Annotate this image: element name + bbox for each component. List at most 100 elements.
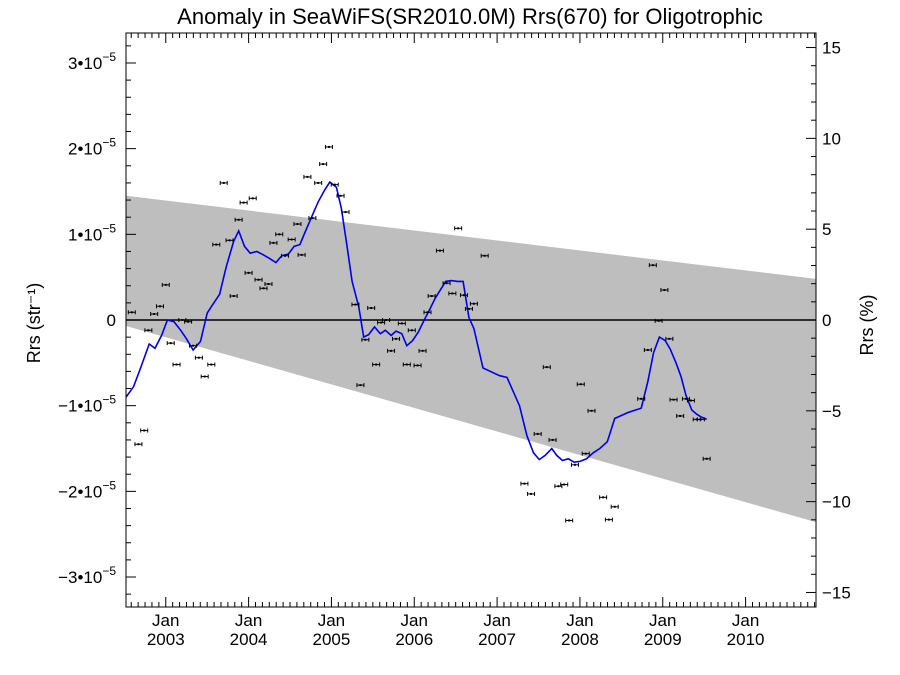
data-point xyxy=(194,355,203,360)
y-tick-label-left: −2•10−5 xyxy=(58,478,116,501)
data-point xyxy=(212,242,221,247)
data-point xyxy=(330,182,339,187)
data-point xyxy=(314,180,323,185)
data-point xyxy=(324,144,333,149)
data-point xyxy=(454,226,463,231)
data-point xyxy=(319,162,328,167)
data-point xyxy=(560,482,569,487)
data-point xyxy=(127,310,136,315)
y-tick-label-right: −10 xyxy=(822,493,851,512)
data-point xyxy=(427,294,436,299)
x-tick-label-year: 2008 xyxy=(561,630,599,649)
data-point xyxy=(520,481,529,486)
x-tick-label-month: Jan xyxy=(566,611,593,630)
x-tick-label-year: 2005 xyxy=(313,630,351,649)
y-tick-label-left: 3•10−5 xyxy=(68,50,116,73)
data-point xyxy=(702,456,711,461)
chart-title: Anomaly in SeaWiFS(SR2010.0M) Rrs(670) f… xyxy=(177,4,763,29)
data-point xyxy=(669,397,678,402)
data-point xyxy=(225,238,234,243)
data-point xyxy=(533,431,542,436)
series-line xyxy=(126,180,708,464)
data-point xyxy=(372,362,381,367)
data-point xyxy=(469,301,478,306)
data-point xyxy=(361,337,370,342)
data-point xyxy=(407,328,416,333)
data-point xyxy=(402,362,411,367)
data-point xyxy=(599,495,608,500)
data-point xyxy=(654,318,663,323)
x-tick-label-month: Jan xyxy=(401,611,428,630)
y-axis-label-left: Rrs (str⁻¹) xyxy=(24,283,44,363)
data-point xyxy=(587,408,596,413)
plot-area: 3•10−5 2•10−5 1•10−5 0 −1•10−5 −2•10−5 −3•10−5… xyxy=(58,32,851,649)
data-point xyxy=(134,442,143,447)
data-point xyxy=(413,363,422,368)
data-point xyxy=(150,312,159,317)
x-tick-label-month: Jan xyxy=(235,611,262,630)
x-tick-label-year: 2007 xyxy=(478,630,516,649)
data-point xyxy=(336,193,345,198)
data-point xyxy=(382,318,391,322)
data-point xyxy=(189,343,198,348)
data-point xyxy=(200,374,209,379)
data-point xyxy=(542,365,551,370)
x-tick-label-year: 2009 xyxy=(644,630,682,649)
data-point xyxy=(229,294,238,299)
data-point xyxy=(166,341,175,346)
y-axis-label-right: Rrs (%) xyxy=(857,295,877,356)
data-point xyxy=(423,310,432,315)
data-point xyxy=(287,237,296,242)
x-tick-label-year: 2006 xyxy=(395,630,433,649)
y-tick-label-right: −5 xyxy=(822,402,841,421)
data-point xyxy=(297,252,306,257)
data-point xyxy=(140,428,149,433)
x-tick-label-month: Jan xyxy=(318,611,345,630)
x-tick-label-month: Jan xyxy=(732,611,759,630)
data-point xyxy=(303,174,312,179)
x-tick-label-year: 2004 xyxy=(230,630,268,649)
data-point xyxy=(660,288,669,293)
data-point xyxy=(418,348,427,353)
y-tick-label-right: 5 xyxy=(822,220,831,239)
data-point xyxy=(377,320,386,325)
uncertainty-band xyxy=(126,195,816,523)
data-point xyxy=(480,253,489,258)
data-point xyxy=(293,222,302,227)
data-point xyxy=(341,210,350,215)
data-point xyxy=(576,382,585,387)
data-point xyxy=(254,277,263,282)
data-point xyxy=(637,396,646,401)
data-point xyxy=(648,263,657,268)
data-point xyxy=(356,383,365,388)
y-tick-label-right: −15 xyxy=(822,583,851,602)
y-tick-label-left: 1•10−5 xyxy=(68,221,116,244)
data-point xyxy=(448,291,457,296)
data-point xyxy=(281,253,290,258)
data-point xyxy=(259,286,268,291)
data-point xyxy=(604,517,613,522)
data-point xyxy=(392,336,401,341)
data-point xyxy=(219,180,228,185)
data-point xyxy=(442,281,451,286)
y-tick-label-left: 2•10−5 xyxy=(68,136,116,159)
data-point xyxy=(435,248,444,253)
data-point xyxy=(676,413,685,418)
data-point xyxy=(308,216,317,221)
data-point xyxy=(570,462,579,467)
data-point xyxy=(234,217,243,222)
data-point xyxy=(275,232,284,237)
data-point xyxy=(610,504,619,509)
data-point xyxy=(264,282,273,287)
data-point xyxy=(155,304,164,309)
data-point xyxy=(565,518,574,523)
data-point xyxy=(459,293,468,298)
data-point xyxy=(665,336,674,341)
data-point xyxy=(172,362,181,367)
y-tick-label-left: −1•10−5 xyxy=(58,393,116,416)
data-point xyxy=(367,306,376,311)
data-point xyxy=(248,196,257,201)
data-point xyxy=(581,451,590,456)
y-tick-label-right: 0 xyxy=(822,311,831,330)
